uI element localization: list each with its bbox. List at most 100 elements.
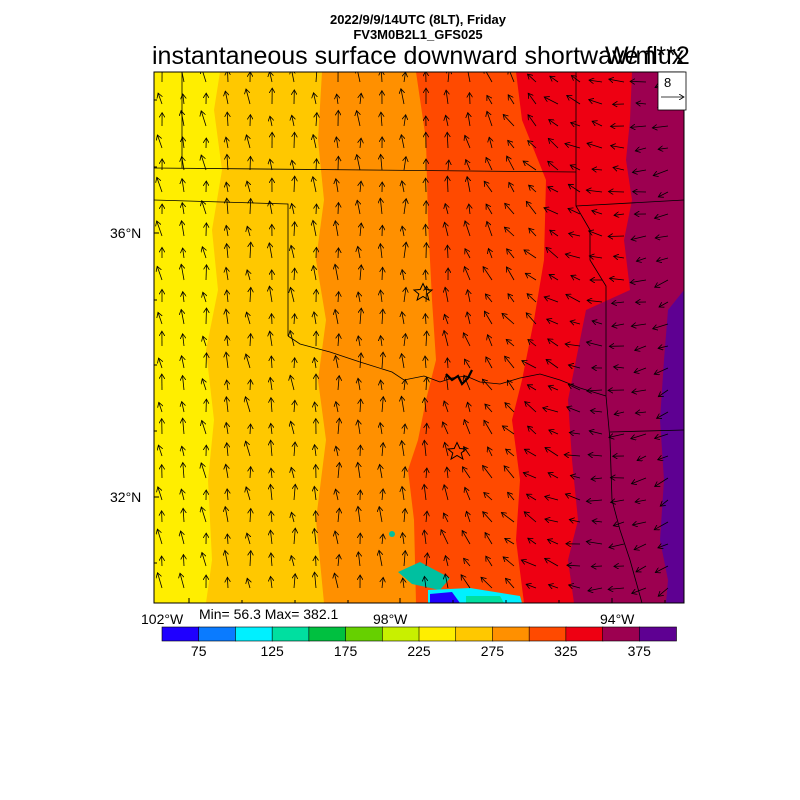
wind-arrow <box>226 464 228 479</box>
wind-arrow <box>526 584 537 588</box>
wind-arrow <box>657 258 669 261</box>
wind-arrow <box>609 79 625 82</box>
wind-arrow <box>447 245 448 259</box>
wind-arrow <box>338 418 339 435</box>
wind-arrow <box>338 292 339 303</box>
wind-arrow <box>426 286 427 303</box>
wind-arrow <box>614 256 625 258</box>
wind-arrow <box>271 423 272 435</box>
map-frame <box>153 71 685 604</box>
wind-arrow <box>658 456 669 460</box>
wind-arrow <box>466 160 470 171</box>
lat-label-36n: 36°N <box>110 225 142 241</box>
wind-arrow <box>246 135 250 149</box>
wind-arrow <box>315 572 317 589</box>
wind-arrow <box>486 158 493 171</box>
wind-arrow <box>592 211 603 214</box>
colorbar-tick-label: 225 <box>407 643 431 659</box>
wind-arrow <box>587 300 603 302</box>
colorbar-tick-label: 275 <box>480 643 505 659</box>
wind-arrow <box>528 538 537 545</box>
wind-arrow <box>270 72 272 83</box>
wind-arrow <box>381 112 382 127</box>
wind-arrow <box>202 421 207 435</box>
wind-arrow <box>379 550 382 567</box>
wind-arrow <box>483 512 493 523</box>
wind-arrow <box>571 276 581 281</box>
wind-arrow <box>294 484 295 501</box>
wind-arrow <box>526 313 537 325</box>
wind-arrow <box>655 213 669 218</box>
wind-arrow <box>183 463 184 479</box>
wind-arrow <box>658 191 669 197</box>
wind-arrow <box>250 551 251 567</box>
wind-arrow <box>528 426 537 435</box>
wind-arrow <box>545 519 559 522</box>
wind-arrow <box>502 426 515 435</box>
wind-arrow <box>270 159 272 171</box>
lon-label-102w: 102°W <box>141 611 184 627</box>
wind-arrow <box>360 353 361 369</box>
units-label: W/m**2 <box>605 42 690 70</box>
wind-arrow <box>316 159 317 171</box>
wind-arrow <box>589 100 603 105</box>
wind-arrow <box>528 340 537 347</box>
wind-arrow <box>631 433 647 439</box>
wind-arrow <box>183 376 185 391</box>
wind-arrow <box>591 566 603 567</box>
wind-arrow <box>549 275 559 281</box>
wind-arrow <box>508 294 515 303</box>
wind-arrow <box>269 243 272 259</box>
wind-arrow <box>426 224 427 237</box>
wind-arrow <box>271 440 272 457</box>
wind-arrow <box>404 199 406 215</box>
wind-arrow <box>291 512 294 523</box>
wind-arrow <box>505 538 515 545</box>
wind-arrow <box>250 509 251 523</box>
wind-arrow <box>426 331 427 347</box>
wind-arrow <box>402 354 405 369</box>
wind-arrow <box>447 176 448 193</box>
wind-arrow <box>465 135 471 149</box>
wind-arrow <box>528 74 537 83</box>
wind-arrow <box>202 201 207 215</box>
wind-arrow <box>382 309 383 325</box>
wind-arrow <box>401 396 404 413</box>
wind-arrow <box>358 336 360 347</box>
wind-arrow <box>402 181 404 193</box>
wind-arrow <box>158 573 163 589</box>
wind-arrow <box>464 420 471 435</box>
wind-arrow <box>182 203 184 215</box>
wind-arrow <box>487 111 493 127</box>
wind-arrow <box>294 358 295 369</box>
wind-arrow <box>655 433 669 438</box>
wind-arrow <box>271 576 273 589</box>
wind-arrow <box>441 530 449 545</box>
city-star-icon <box>412 282 434 302</box>
wind-arrow <box>545 448 559 457</box>
wind-arrow <box>484 181 493 193</box>
wind-arrow <box>381 380 383 391</box>
wind-arrow <box>380 423 382 435</box>
wind-arrow <box>315 72 318 83</box>
wind-arrow <box>158 445 162 457</box>
wind-arrow <box>565 344 581 346</box>
wind-arrow <box>485 404 493 413</box>
wind-arrow <box>181 531 184 545</box>
wind-arrow <box>403 578 404 589</box>
wind-arrow <box>447 358 448 369</box>
wind-arrow <box>227 244 228 259</box>
wind-arrow <box>316 204 317 215</box>
wind-arrow <box>636 103 647 104</box>
wind-arrow <box>404 509 405 523</box>
wind-arrow <box>505 203 515 215</box>
wind-arrow <box>292 204 294 215</box>
axis-ticks <box>154 99 666 603</box>
wind-arrow <box>655 477 669 487</box>
wind-arrow <box>337 94 338 105</box>
wind-arrow <box>567 407 581 413</box>
wind-arrow <box>424 440 426 457</box>
wind-arrow <box>592 121 603 127</box>
wind-arrow <box>548 161 559 171</box>
wind-arrow <box>250 156 251 171</box>
